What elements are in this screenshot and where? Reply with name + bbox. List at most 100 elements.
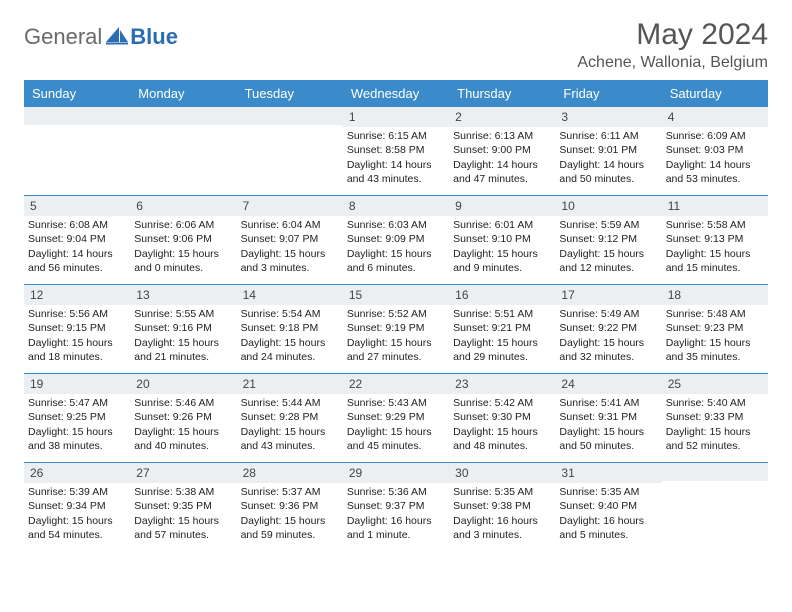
sunrise-text: Sunrise: 5:42 AM	[453, 396, 551, 410]
day-number: 28	[237, 463, 343, 483]
day-cell: 15Sunrise: 5:52 AMSunset: 9:19 PMDayligh…	[343, 285, 449, 373]
day-cell	[130, 107, 236, 195]
day-cell: 6 Sunrise: 6:06 AMSunset: 9:06 PMDaylight…	[130, 196, 236, 284]
day-number: 5	[24, 196, 130, 216]
sunset-text: Sunset: 9:13 PM	[666, 232, 764, 246]
sunrise-text: Sunrise: 5:58 AM	[666, 218, 764, 232]
sail-icon	[106, 27, 128, 50]
daylight-text: Daylight: 15 hours and 54 minutes.	[28, 514, 126, 542]
day-number: 1	[343, 107, 449, 127]
sunrise-text: Sunrise: 5:56 AM	[28, 307, 126, 321]
sunset-text: Sunset: 9:30 PM	[453, 410, 551, 424]
day-cell: 21Sunrise: 5:44 AMSunset: 9:28 PMDayligh…	[237, 374, 343, 462]
day-cell: 19 Sunrise: 5:47 AMSunset: 9:25 PMDayligh…	[24, 374, 130, 462]
day-number: 9	[449, 196, 555, 216]
week-row: 12 Sunrise: 5:56 AMSunset: 9:15 PM Dayligh…	[24, 285, 768, 374]
day-number: 24	[555, 374, 661, 394]
sunrise-text: Sunrise: 5:44 AM	[241, 396, 339, 410]
daylight-text: Daylight: 15 hours and 38 minutes.	[28, 425, 126, 453]
day-cell: 9Sunrise: 6:01 AMSunset: 9:10 PMDaylight…	[449, 196, 555, 284]
sunrise-text: Sunrise: 6:01 AM	[453, 218, 551, 232]
sunrise-text: Sunrise: 5:36 AM	[347, 485, 445, 499]
dayname-mon: Monday	[130, 80, 236, 107]
week-row: 1Sunrise: 6:15 AMSunset: 8:58 PMDaylight…	[24, 107, 768, 196]
day-number: 8	[343, 196, 449, 216]
day-cell: 2Sunrise: 6:13 AMSunset: 9:00 PMDaylight…	[449, 107, 555, 195]
day-cell: 11Sunrise: 5:58 AMSunset: 9:13 PMDayligh…	[662, 196, 768, 284]
calendar: Sunday Monday Tuesday Wednesday Thursday…	[24, 80, 768, 551]
sunset-text: Sunset: 9:28 PM	[241, 410, 339, 424]
daylight-text: Daylight: 16 hours and 1 minute.	[347, 514, 445, 542]
sunset-text: Sunset: 9:15 PM	[28, 321, 126, 335]
day-cell: 4 Sunrise: 6:09 AMSunset: 9:03 PMDaylight…	[662, 107, 768, 195]
daylight-text: Daylight: 15 hours and 29 minutes.	[453, 336, 551, 364]
sunrise-text: Sunrise: 5:55 AM	[134, 307, 232, 321]
daylight-text: Daylight: 15 hours and 52 minutes.	[666, 425, 764, 453]
sunset-text: Sunset: 9:18 PM	[241, 321, 339, 335]
sunrise-text: Sunrise: 6:09 AM	[666, 129, 764, 143]
sunset-text: Sunset: 9:26 PM	[134, 410, 232, 424]
daylight-text: Daylight: 15 hours and 0 minutes.	[134, 247, 232, 275]
day-cell: 12Sunrise: 5:56 AMSunset: 9:15 PMDayligh…	[24, 285, 130, 373]
daylight-text: Daylight: 14 hours and 56 minutes.	[28, 247, 126, 275]
sunrise-text: Sunrise: 5:47 AM	[28, 396, 126, 410]
day-number: 26	[24, 463, 130, 483]
logo: General Blue	[24, 18, 178, 50]
sunset-text: Sunset: 9:36 PM	[241, 499, 339, 513]
dayname-wed: Wednesday	[343, 80, 449, 107]
day-number: 6	[130, 196, 236, 216]
day-cell: 20Sunrise: 5:46 AMSunset: 9:26 PMDayligh…	[130, 374, 236, 462]
daylight-text: Daylight: 14 hours and 50 minutes.	[559, 158, 657, 186]
sunset-text: Sunset: 9:04 PM	[28, 232, 126, 246]
day-cell: 14Sunrise: 5:54 AMSunset: 9:18 PMDayligh…	[237, 285, 343, 373]
day-number: 13	[130, 285, 236, 305]
sunset-text: Sunset: 9:25 PM	[28, 410, 126, 424]
day-number: 15	[343, 285, 449, 305]
day-number: 7	[237, 196, 343, 216]
sunset-text: Sunset: 9:03 PM	[666, 143, 764, 157]
day-number: 4	[662, 107, 768, 127]
dayname-sat: Saturday	[662, 80, 768, 107]
daylight-text: Daylight: 15 hours and 43 minutes.	[241, 425, 339, 453]
day-number: 10	[555, 196, 661, 216]
sunset-text: Sunset: 9:07 PM	[241, 232, 339, 246]
daylight-text: Daylight: 15 hours and 24 minutes.	[241, 336, 339, 364]
sunrise-text: Sunrise: 6:03 AM	[347, 218, 445, 232]
sunrise-text: Sunrise: 5:59 AM	[559, 218, 657, 232]
sunset-text: Sunset: 9:33 PM	[666, 410, 764, 424]
logo-text-blue: Blue	[130, 24, 178, 50]
daylight-text: Daylight: 15 hours and 40 minutes.	[134, 425, 232, 453]
day-number: 12	[24, 285, 130, 305]
sunset-text: Sunset: 9:34 PM	[28, 499, 126, 513]
sunrise-text: Sunrise: 6:06 AM	[134, 218, 232, 232]
day-cell: 31Sunrise: 5:35 AMSunset: 9:40 PMDayligh…	[555, 463, 661, 551]
sunrise-text: Sunrise: 5:52 AM	[347, 307, 445, 321]
day-number: 22	[343, 374, 449, 394]
daylight-text: Daylight: 14 hours and 53 minutes.	[666, 158, 764, 186]
sunset-text: Sunset: 9:19 PM	[347, 321, 445, 335]
day-cell: 1Sunrise: 6:15 AMSunset: 8:58 PMDaylight…	[343, 107, 449, 195]
day-number	[237, 107, 343, 125]
sunrise-text: Sunrise: 5:40 AM	[666, 396, 764, 410]
sunset-text: Sunset: 9:23 PM	[666, 321, 764, 335]
sunset-text: Sunset: 9:06 PM	[134, 232, 232, 246]
day-number	[662, 463, 768, 481]
day-number: 19	[24, 374, 130, 394]
page-title: May 2024	[577, 18, 768, 52]
day-number: 29	[343, 463, 449, 483]
day-number: 30	[449, 463, 555, 483]
sunset-text: Sunset: 9:10 PM	[453, 232, 551, 246]
sunset-text: Sunset: 9:16 PM	[134, 321, 232, 335]
daylight-text: Daylight: 15 hours and 48 minutes.	[453, 425, 551, 453]
day-cell: 17Sunrise: 5:49 AMSunset: 9:22 PMDayligh…	[555, 285, 661, 373]
week-row: 26Sunrise: 5:39 AMSunset: 9:34 PMDayligh…	[24, 463, 768, 551]
day-number: 3	[555, 107, 661, 127]
day-cell: 28Sunrise: 5:37 AMSunset: 9:36 PMDayligh…	[237, 463, 343, 551]
sunrise-text: Sunrise: 5:35 AM	[559, 485, 657, 499]
day-cell: 24Sunrise: 5:41 AMSunset: 9:31 PMDayligh…	[555, 374, 661, 462]
daylight-text: Daylight: 16 hours and 5 minutes.	[559, 514, 657, 542]
day-cell: 7Sunrise: 6:04 AMSunset: 9:07 PMDaylight…	[237, 196, 343, 284]
sunrise-text: Sunrise: 6:04 AM	[241, 218, 339, 232]
sunrise-text: Sunrise: 5:41 AM	[559, 396, 657, 410]
daylight-text: Daylight: 14 hours and 47 minutes.	[453, 158, 551, 186]
